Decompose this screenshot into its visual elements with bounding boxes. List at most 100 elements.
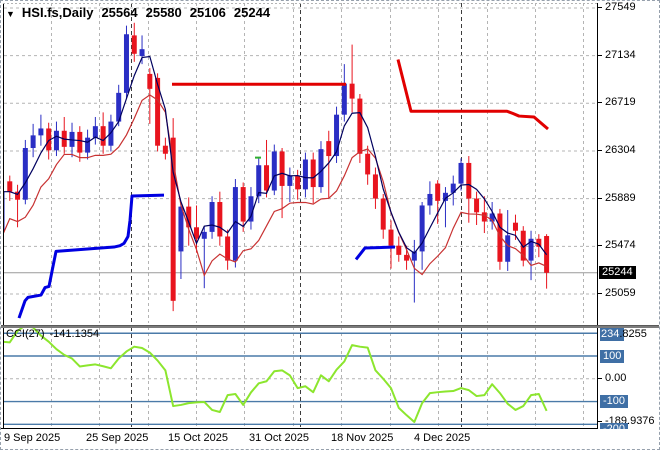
candle-body bbox=[435, 183, 441, 201]
candle-body bbox=[131, 35, 137, 54]
trend-line-red bbox=[396, 59, 549, 131]
candle-body bbox=[162, 145, 168, 154]
candle-body bbox=[139, 49, 145, 57]
trend-line-blue bbox=[17, 193, 165, 319]
price-axis[interactable]: 27549 27134 26719 26304 25889 25474 25059 25244 bbox=[598, 1, 659, 325]
candle-body bbox=[123, 34, 129, 93]
date-label: 18 Nov 2025 bbox=[331, 432, 394, 444]
candle-body bbox=[357, 98, 363, 154]
cci-max-suffix: .8255 bbox=[619, 327, 647, 340]
price-axis-label: 27134 bbox=[598, 49, 636, 62]
candle-body bbox=[279, 151, 285, 186]
cci-axis-label: -200 bbox=[600, 423, 629, 429]
candle-body bbox=[225, 236, 231, 261]
candle-body bbox=[520, 230, 526, 261]
cci-axis-label: 100 bbox=[600, 349, 625, 363]
trend-line-blue bbox=[354, 245, 396, 261]
candle-body bbox=[380, 198, 386, 230]
candles-layer bbox=[4, 22, 550, 312]
panel-separator[interactable] bbox=[1, 325, 659, 328]
candle-body bbox=[53, 130, 59, 151]
candle-body bbox=[341, 83, 347, 115]
quote-close: 25244 bbox=[233, 5, 271, 20]
cci-axis-label: -100 bbox=[600, 395, 629, 409]
collapse-icon[interactable]: ▼ bbox=[6, 9, 15, 19]
candle-body bbox=[372, 174, 378, 199]
price-axis-label: 25474 bbox=[598, 239, 636, 252]
candle-body bbox=[22, 148, 28, 200]
candle-body bbox=[481, 212, 487, 222]
candle-body bbox=[240, 187, 246, 222]
candle-body bbox=[116, 92, 122, 122]
candle-body bbox=[318, 149, 324, 188]
candle-body bbox=[497, 213, 503, 262]
candle-body bbox=[396, 245, 402, 255]
candle-body bbox=[30, 135, 36, 149]
quote-high: 25580 bbox=[145, 5, 182, 20]
date-label: 15 Oct 2025 bbox=[168, 432, 228, 444]
candle-body bbox=[466, 162, 472, 199]
candle-body bbox=[186, 206, 192, 228]
date-axis[interactable]: 9 Sep 2025 25 Sep 2025 15 Oct 2025 31 Oct 2… bbox=[1, 429, 659, 449]
candle-body bbox=[77, 131, 83, 153]
candle-body bbox=[349, 83, 355, 99]
date-label: 9 Sep 2025 bbox=[4, 432, 61, 444]
candle-body bbox=[217, 202, 223, 237]
candle-body bbox=[108, 121, 114, 146]
candle-body bbox=[194, 227, 199, 239]
candle-body bbox=[419, 205, 425, 252]
candle-body bbox=[15, 191, 21, 200]
cci-level-200-box bbox=[600, 327, 624, 341]
signal-marker bbox=[255, 156, 261, 159]
candle-body bbox=[46, 128, 52, 151]
candle-body bbox=[334, 114, 340, 157]
candle-body bbox=[302, 159, 308, 190]
candle-body bbox=[450, 183, 456, 193]
candle-body bbox=[287, 175, 293, 186]
quote-header: ▼ HSI.fs,Daily 25564 25580 25106 25244 bbox=[6, 5, 270, 20]
ma-fast-line bbox=[4, 55, 548, 256]
candle-body bbox=[92, 126, 98, 138]
candle-body bbox=[505, 235, 511, 262]
candle-body bbox=[489, 213, 495, 222]
candle-body bbox=[248, 196, 254, 222]
date-label: 31 Oct 2025 bbox=[249, 432, 309, 444]
candle-body bbox=[310, 159, 316, 188]
candle-body bbox=[404, 254, 410, 261]
candle-body bbox=[326, 141, 332, 157]
main-plot-layer bbox=[4, 3, 597, 323]
candle-body bbox=[458, 162, 464, 184]
price-axis-label: 27549 bbox=[598, 1, 636, 14]
candle-body bbox=[427, 193, 433, 206]
candle-body bbox=[7, 181, 13, 192]
candle-body bbox=[178, 206, 184, 252]
candle-body bbox=[256, 165, 262, 197]
candle-body bbox=[536, 238, 542, 247]
candle-body bbox=[4, 191, 5, 232]
candle-body bbox=[271, 151, 277, 191]
candle-body bbox=[38, 128, 44, 136]
candle-body bbox=[388, 229, 394, 246]
candle-body bbox=[512, 222, 518, 231]
candle-body bbox=[474, 198, 480, 213]
candle-body bbox=[442, 192, 448, 201]
indicator-value: -141.1354 bbox=[49, 328, 100, 340]
cci-plot-layer bbox=[4, 326, 597, 427]
quote-open: 25564 bbox=[101, 5, 138, 20]
cci-max-label: 234.8255 bbox=[601, 328, 647, 341]
candle-body bbox=[170, 137, 176, 301]
candle-body bbox=[295, 175, 301, 190]
ma-slow-line bbox=[4, 94, 547, 277]
candle-body bbox=[147, 73, 153, 89]
date-label: 4 Dec 2025 bbox=[414, 432, 471, 444]
quote-low: 25106 bbox=[189, 5, 226, 20]
current-price-label: 25244 bbox=[599, 265, 636, 279]
candle-body bbox=[365, 153, 371, 175]
candle-body bbox=[155, 77, 161, 146]
indicator-name: CCI(27) bbox=[6, 328, 45, 340]
candle-body bbox=[528, 238, 534, 261]
indicator-label: CCI(27) -141.1354 bbox=[6, 328, 99, 340]
